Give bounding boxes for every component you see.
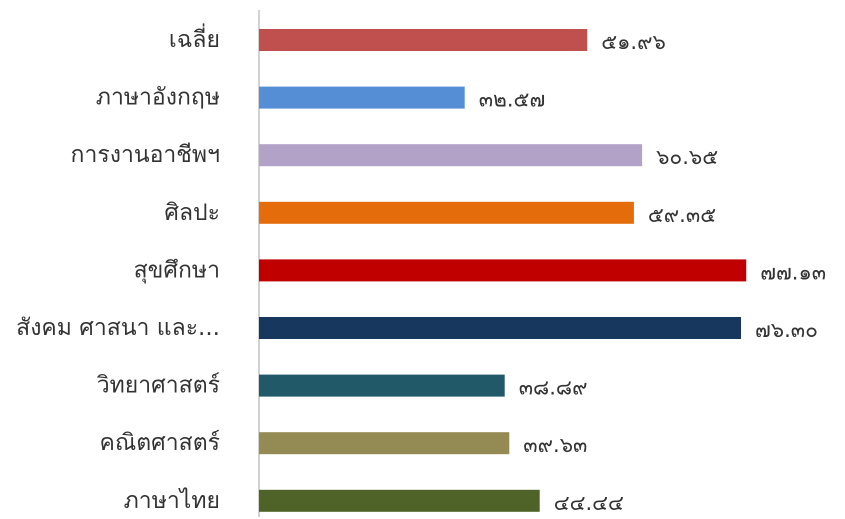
category-label-category-2: ภาษาอังกฤษ bbox=[96, 85, 220, 111]
category-label-category-6: สังคม ศาสนา และ... bbox=[16, 315, 220, 341]
bar-category-1 bbox=[259, 29, 588, 51]
category-labels-group: เฉลี่ยภาษาอังกฤษการงานอาชีพฯศิลปะสุขศึกษ… bbox=[16, 23, 220, 514]
bar-category-9 bbox=[259, 489, 540, 512]
value-label-category-5: ๗๗.๑๓ bbox=[760, 260, 826, 284]
category-label-category-7: วิทยาศาสตร์ bbox=[97, 372, 220, 399]
bars-group bbox=[259, 29, 747, 512]
value-label-category-2: ๓๒.๕๗ bbox=[479, 88, 546, 112]
bar-category-4 bbox=[259, 201, 634, 224]
value-label-category-6: ๗๖.๓๐ bbox=[755, 318, 818, 342]
value-label-category-1: ๕๑.๙๖ bbox=[601, 30, 666, 54]
category-label-category-1: เฉลี่ย bbox=[169, 23, 220, 53]
value-label-category-4: ๕๙.๓๕ bbox=[648, 203, 716, 227]
bar-category-2 bbox=[259, 86, 465, 109]
value-label-category-8: ๓๙.๖๓ bbox=[523, 433, 587, 457]
category-label-category-3: การงานอาชีพฯ bbox=[71, 142, 220, 168]
bar-category-5 bbox=[259, 259, 747, 282]
bar-category-7 bbox=[259, 374, 505, 397]
bar-category-6 bbox=[259, 317, 741, 339]
category-label-category-8: คณิตศาสตร์ bbox=[99, 429, 220, 456]
category-label-category-4: ศิลปะ bbox=[164, 200, 220, 226]
value-labels-group: ๕๑.๙๖๓๒.๕๗๖๐.๖๕๕๙.๓๕๗๗.๑๓๗๖.๓๐๓๘.๘๙๓๙.๖๓… bbox=[479, 30, 826, 515]
value-label-category-9: ๔๔.๔๔ bbox=[554, 491, 624, 515]
category-label-category-9: ภาษาไทย bbox=[124, 487, 220, 514]
value-label-category-3: ๖๐.๖๕ bbox=[656, 145, 718, 169]
bar-category-8 bbox=[259, 432, 510, 455]
bar-category-3 bbox=[259, 144, 643, 167]
value-label-category-7: ๓๘.๘๙ bbox=[519, 376, 588, 400]
category-label-category-5: สุขศึกษา bbox=[134, 257, 220, 283]
